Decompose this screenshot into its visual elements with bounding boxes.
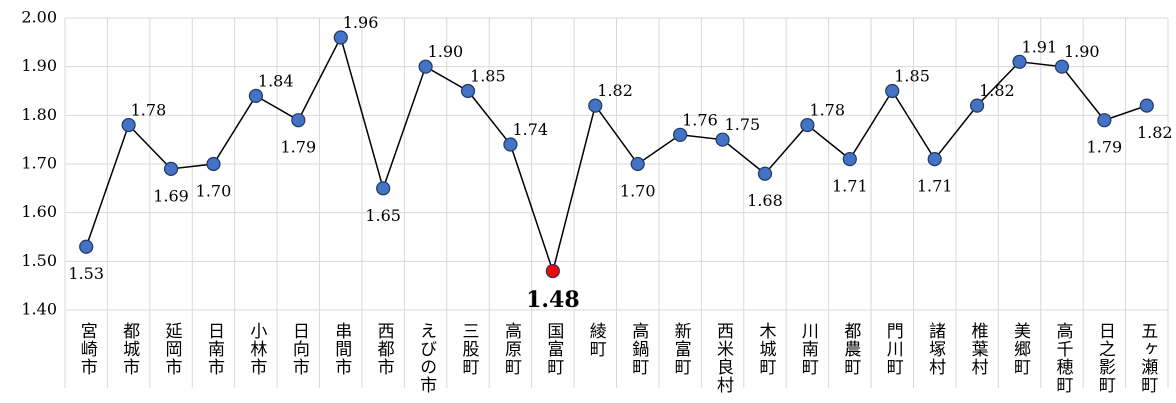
data-label: 1.79 (281, 138, 317, 157)
data-point (460, 83, 476, 99)
data-point (1012, 54, 1027, 69)
x-tick-label: 日向市 (289, 322, 310, 376)
data-label: 1.85 (470, 67, 506, 86)
data-point (842, 152, 857, 167)
data-point (1097, 113, 1112, 128)
data-label: 1.71 (917, 177, 953, 196)
x-tick-label: 川南町 (798, 322, 819, 376)
y-tick-label: 1.90 (21, 56, 57, 75)
x-tick-label: 三股町 (459, 322, 480, 376)
data-label: 1.70 (620, 182, 656, 201)
data-label: 1.90 (1064, 42, 1100, 61)
x-tick-label: 高鍋町 (628, 322, 649, 376)
x-tick-label: 小林市 (246, 322, 267, 376)
data-point (418, 59, 433, 74)
data-label: 1.82 (979, 81, 1015, 100)
data-label: 1.85 (894, 67, 930, 86)
data-label: 1.82 (1137, 123, 1173, 142)
data-label: 1.78 (809, 101, 845, 120)
data-point (630, 156, 645, 172)
data-label: 1.53 (68, 264, 104, 283)
data-label: 1.68 (747, 191, 783, 210)
x-tick-label: 木城町 (755, 322, 776, 376)
data-point (927, 152, 942, 167)
data-label: 1.65 (365, 206, 401, 225)
data-point (163, 161, 179, 176)
data-label: 1.79 (1087, 138, 1123, 157)
data-label: 1.75 (725, 115, 761, 134)
data-point (121, 117, 136, 133)
data-point (969, 98, 985, 113)
y-tick-label: 1.80 (21, 105, 57, 124)
y-tick-label: 1.60 (21, 202, 57, 221)
x-tick-label: 串間市 (331, 322, 352, 376)
data-label: 1.90 (428, 42, 464, 61)
data-point (376, 181, 391, 196)
data-label: 1.84 (258, 71, 294, 90)
data-point (757, 166, 773, 181)
data-point (545, 263, 560, 279)
x-tick-label: 都農町 (840, 322, 861, 376)
data-label: 1.96 (343, 13, 379, 32)
data-point (79, 239, 94, 254)
data-label: 1.71 (832, 177, 868, 196)
data-point (503, 137, 518, 152)
x-tick-label: 日南市 (204, 322, 225, 376)
y-tick-label: 2.00 (21, 8, 57, 27)
x-tick-label: 宮崎市 (77, 322, 98, 376)
x-tick-label: 西都市 (374, 322, 395, 376)
data-label: 1.78 (131, 101, 167, 120)
x-tick-label: 諸塚村 (925, 322, 946, 376)
y-tick-label: 1.70 (21, 154, 57, 173)
x-tick-label: 椎葉村 (968, 322, 989, 376)
y-tick-label: 1.40 (21, 300, 57, 319)
data-point (588, 98, 603, 113)
data-label: 1.70 (196, 182, 232, 201)
data-point (291, 113, 306, 128)
x-tick-label: 高原町 (501, 322, 522, 376)
x-tick-label: 延岡市 (162, 322, 183, 376)
data-label: 1.76 (682, 110, 718, 129)
x-tick-label: 五ヶ瀬町 (1137, 322, 1158, 394)
data-label: 1.69 (153, 186, 189, 205)
x-tick-label: えびの市 (416, 322, 437, 394)
data-point (800, 117, 815, 133)
data-point (1054, 59, 1070, 74)
data-point (885, 83, 900, 99)
x-tick-label: 日之影町 (1095, 322, 1116, 394)
series-line (85, 35, 1148, 274)
data-point (673, 127, 688, 142)
x-tick-label: 門川町 (883, 322, 904, 376)
y-tick-label: 1.50 (21, 251, 57, 270)
data-point (248, 88, 264, 103)
x-tick-label: 綾町 (586, 322, 607, 358)
data-point (333, 30, 348, 45)
data-point (1139, 98, 1154, 113)
data-label: 1.82 (597, 81, 633, 100)
x-tick-label: 都城市 (119, 322, 140, 376)
x-tick-label: 美郷町 (1010, 322, 1031, 376)
x-tick-label: 新富町 (671, 322, 692, 376)
data-point (715, 132, 730, 147)
data-label: 1.48 (526, 287, 580, 313)
x-tick-label: 国富町 (543, 322, 563, 376)
data-point (206, 156, 221, 172)
data-label: 1.91 (1022, 37, 1058, 56)
data-label: 1.74 (512, 120, 548, 139)
x-tick-label: 西米良村 (713, 322, 734, 394)
x-tick-label: 高千穂町 (1052, 322, 1073, 394)
